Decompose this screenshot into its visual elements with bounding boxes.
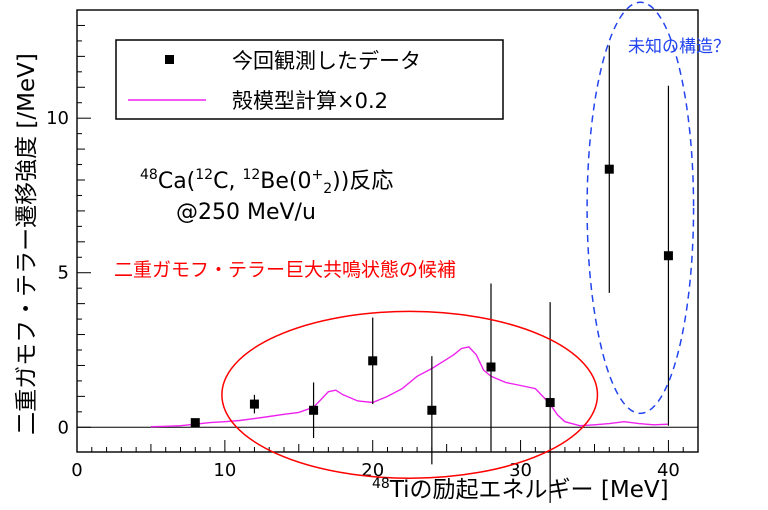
y-tick-label: 10 [46,108,69,129]
legend-marker-data [165,55,174,64]
data-point [249,399,259,409]
x-tick-label: 0 [71,460,82,481]
x-axis-title: 48Tiの励起エネルギー [MeV] [372,476,669,503]
data-points-series [190,45,673,503]
shell-model-series [150,346,669,428]
data-point [545,398,555,408]
y-axis-title: 二重ガモフ・テラー遷移強度 [/MeV] [14,53,40,435]
x-axis-title-main: Tiの励起エネルギー [MeV] [389,477,669,503]
y-tick-label: 0 [58,417,69,438]
legend: 今回観測したデータ 殻模型計算×0.2 [115,39,504,120]
reaction-segment: Be(0 [260,169,311,194]
legend-label-data: 今回観測したデータ [232,49,421,73]
legend-label-shell-model: 殻模型計算×0.2 [232,89,388,113]
data-point [190,418,200,428]
x-axis-title-sup: 48 [372,476,390,492]
data-point [368,356,378,366]
data-point [604,164,614,174]
x-axis: 0 10 20 30 40 [71,440,699,481]
reaction-label: 48Ca(12C, 12Be(0+2))反応 [140,167,393,197]
shell-model-line [150,346,669,428]
x-tick-label: 10 [213,460,236,481]
reaction-segment: C, [213,169,242,194]
y-axis: 0 5 10 [46,24,91,438]
x-tick-label: 40 [657,460,680,481]
reaction-segment: + [312,167,324,183]
reaction-segment: Ca( [158,169,195,194]
x-tick-label: 30 [509,460,532,481]
unknown-structure-ellipse [586,1,695,415]
legend-box [115,39,504,120]
data-point [663,251,673,261]
data-point [309,405,319,415]
unknown-structure-label: 未知の構造？ [628,37,730,57]
reaction-segment: 48 [140,167,158,183]
reaction-segment: 2 [323,181,332,197]
annotations: 二重ガモフ・テラー巨大共鳴状態の候補 未知の構造？ [114,1,730,480]
dgt-candidate-label: 二重ガモフ・テラー巨大共鳴状態の候補 [114,259,456,281]
reaction-segment: 12 [195,167,213,183]
data-point [427,405,437,415]
reaction-segment: ))反応 [332,169,393,194]
y-tick-label: 5 [58,263,69,284]
data-point [486,362,496,372]
dgt-candidate-ellipse [221,310,599,480]
reaction-segment: 12 [242,167,260,183]
reaction-energy: @250 MeV/u [176,200,316,225]
